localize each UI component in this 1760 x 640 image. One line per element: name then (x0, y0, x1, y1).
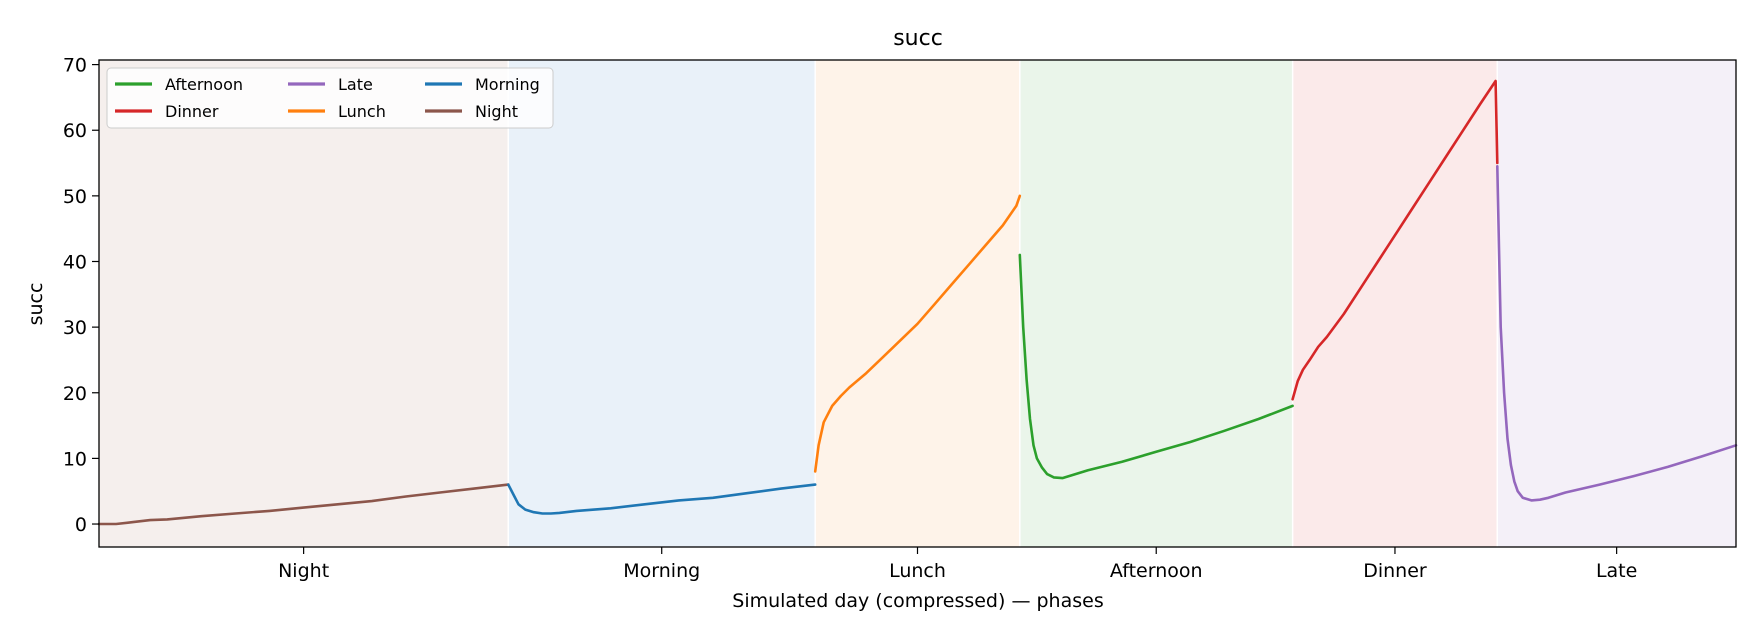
y-tick-label: 20 (63, 383, 87, 405)
x-tick-label: Morning (623, 560, 700, 582)
chart-title: succ (893, 26, 943, 51)
legend-label: Morning (475, 75, 540, 94)
y-tick-label: 70 (63, 55, 87, 77)
series-line-afternoon (1018, 253, 1294, 480)
x-tick-label: Dinner (1363, 560, 1427, 582)
phase-band-night (99, 60, 509, 547)
legend-label: Late (338, 75, 373, 94)
series-line-late (1496, 165, 1738, 502)
series-line-dinner (1291, 79, 1499, 401)
y-tick-label: 50 (63, 186, 87, 208)
phase-band-afternoon (1019, 60, 1293, 547)
legend-label: Night (475, 102, 518, 121)
phase-band-morning (508, 60, 816, 547)
x-tick-label: Night (278, 560, 329, 582)
series-line-morning (507, 483, 817, 515)
x-tick-label: Late (1596, 560, 1637, 582)
phase-band-lunch (815, 60, 1020, 547)
series-line-lunch (813, 194, 1022, 473)
legend-label: Dinner (165, 102, 219, 121)
y-tick-label: 30 (63, 317, 87, 339)
legend: Afternoon Late Morning Dinner Lunch Night (106, 67, 554, 129)
y-axis-label: succ (25, 283, 47, 326)
x-axis-label: Simulated day (compressed) — phases (732, 590, 1103, 612)
series-line-night (97, 483, 510, 526)
legend-label: Lunch (338, 102, 386, 121)
phase-band-late (1497, 60, 1736, 547)
y-tick-label: 0 (75, 514, 87, 536)
x-tick-label: Afternoon (1110, 560, 1203, 582)
y-tick-label: 10 (63, 448, 87, 470)
legend-label: Afternoon (165, 75, 243, 94)
phase-band-dinner (1292, 60, 1498, 547)
y-tick-label: 60 (63, 120, 87, 142)
y-tick-label: 40 (63, 251, 87, 273)
x-tick-label: Lunch (889, 560, 946, 582)
